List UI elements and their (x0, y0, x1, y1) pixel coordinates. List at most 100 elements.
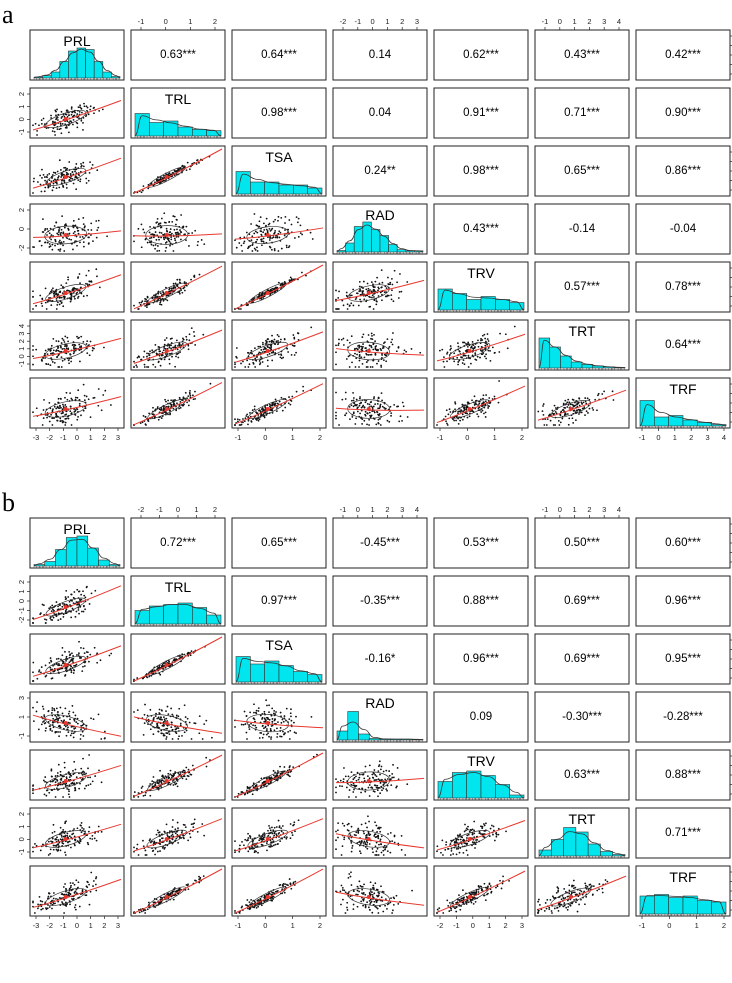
scatter-point (85, 182, 88, 184)
scatter-point (57, 663, 60, 665)
scatter-point (62, 796, 64, 798)
scatter-point (51, 248, 54, 251)
scatter-point (181, 771, 184, 774)
scatter-point (74, 615, 77, 618)
scatter-point (63, 719, 66, 722)
scatter-point (260, 297, 262, 300)
tick-label: -2 (340, 17, 347, 26)
scatter-point (90, 280, 93, 283)
scatter-point (268, 405, 271, 408)
scatter-point (457, 412, 459, 415)
scatter-point (166, 238, 169, 241)
scatter-point (60, 777, 63, 780)
scatter-point (69, 392, 72, 395)
scatter-point (75, 287, 77, 290)
scatter-point (87, 398, 90, 401)
scatter-point (170, 238, 173, 241)
scatter-point (597, 392, 600, 395)
scatter-point (32, 680, 35, 682)
scatter-point (354, 404, 356, 407)
scatter-point (169, 352, 172, 355)
scatter-point (368, 424, 370, 426)
density-curve-PRL (33, 538, 121, 567)
scatter-point (64, 725, 67, 728)
scatter-point (402, 405, 405, 408)
scatter-point (366, 366, 369, 368)
scatter-point (370, 346, 373, 349)
scatter-point (373, 333, 375, 336)
tick-label: 1 (17, 105, 26, 109)
scatter-point (68, 131, 70, 134)
scatter-point (271, 707, 274, 710)
scatter-point (158, 726, 160, 729)
scatter-point (74, 409, 77, 411)
scatter-point (47, 348, 50, 351)
scatter-point (384, 285, 387, 288)
scatter-point (154, 343, 157, 346)
scatter-point (185, 729, 188, 732)
scatter-point (76, 113, 79, 115)
scatter-point (248, 726, 250, 728)
scatter-point (168, 172, 171, 174)
scatter-point (78, 336, 80, 339)
scatter-point (350, 335, 353, 338)
scatter-point (143, 231, 146, 234)
scatter-point (459, 419, 462, 422)
scatter-point (55, 110, 57, 113)
scatter-point (280, 353, 282, 356)
scatter-point (165, 286, 167, 289)
scatter-point (464, 412, 467, 415)
scatter-point (253, 703, 255, 706)
scatter-point (392, 300, 395, 303)
scatter-point (65, 597, 68, 600)
correlation-ellipse (45, 109, 87, 129)
scatter-point (55, 707, 58, 710)
scatter-point (133, 304, 135, 307)
scatter-point (33, 246, 35, 249)
scatter-point (73, 760, 76, 763)
cell-frame (231, 87, 327, 139)
scatter-point (158, 408, 161, 411)
scatter-point (81, 111, 83, 114)
scatter-point (68, 114, 71, 117)
scatter-point (155, 238, 158, 241)
scatter-point (311, 238, 314, 240)
scatter-point (548, 414, 550, 417)
scatter-point (42, 721, 44, 723)
scatter-point (175, 235, 178, 238)
scatter-point (79, 180, 82, 183)
cell-frame (635, 203, 731, 255)
cell-TRL-RAD: -0.35*** (332, 575, 428, 627)
scatter-point (263, 710, 266, 713)
scatter-point (44, 357, 46, 359)
scatter-point (165, 354, 168, 357)
scatter-point (171, 780, 174, 782)
scatter-point (285, 244, 288, 247)
scatter-point (168, 220, 171, 223)
scatter-point (82, 735, 85, 737)
scatter-point (270, 736, 273, 739)
scatter-point (582, 401, 585, 404)
scatter-point (94, 775, 97, 777)
scatter-point (443, 356, 445, 359)
scatter-point (242, 723, 245, 726)
scatter-point (268, 711, 270, 714)
scatter-point (483, 412, 485, 415)
scatter-point (377, 349, 379, 352)
loess-line (436, 385, 526, 424)
scatter-point (578, 413, 580, 415)
scatter-point (87, 228, 90, 231)
tick-label: 0 (17, 354, 26, 358)
scatter-point (448, 358, 451, 361)
scatter-point (57, 605, 59, 608)
scatter-point (60, 296, 63, 299)
scatter-point (65, 171, 68, 174)
scatter-point (203, 723, 206, 726)
scatter-point (40, 302, 43, 305)
scatter-point (276, 235, 279, 237)
scatter-point (348, 406, 351, 408)
variable-label-TRT: TRT (569, 323, 596, 339)
scatter-point (40, 190, 43, 193)
scatter-point (67, 417, 70, 420)
scatter-point (48, 246, 51, 248)
